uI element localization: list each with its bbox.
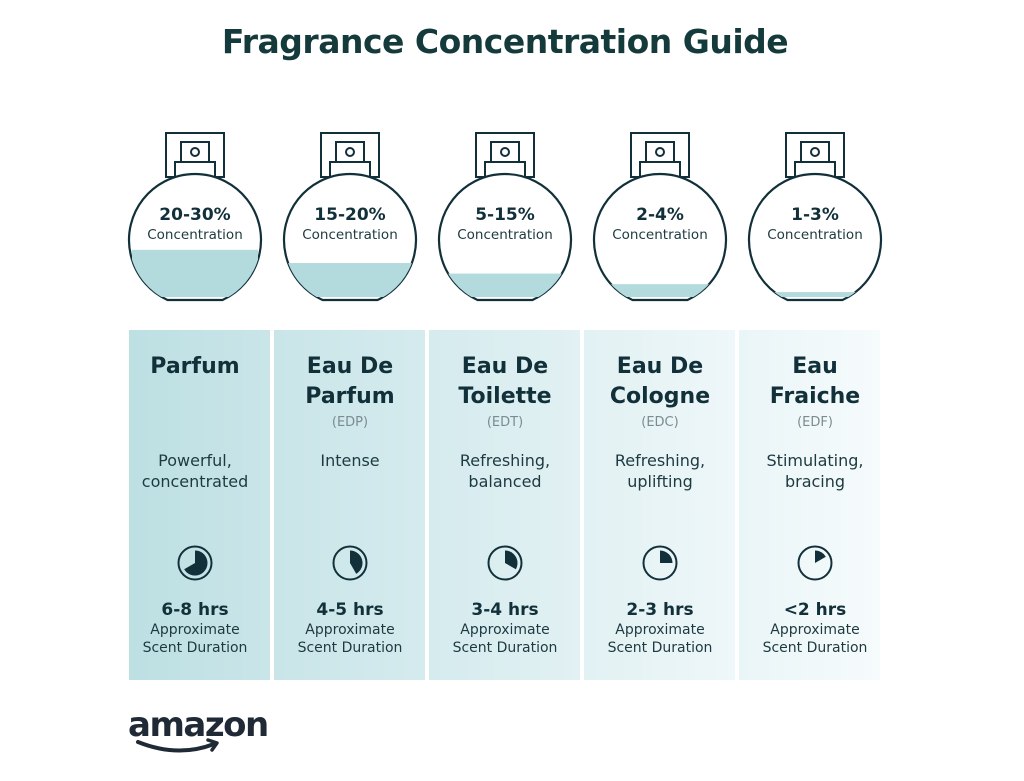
column-background [274, 330, 425, 680]
dur-line: Approximate [460, 622, 550, 638]
scent-duration-label: Approximate Scent Duration [120, 621, 271, 657]
clock-wedge [660, 550, 673, 563]
scent-duration-label: Approximate Scent Duration [430, 621, 581, 657]
fragrance-type-2: 15-20% Concentration Eau De Parfum (EDP) … [275, 0, 426, 781]
fragrance-type-1: 20-30% Concentration Parfum Powerful, con… [120, 0, 271, 781]
fragrance-abbreviation: (EDT) [486, 415, 524, 430]
dur-line: Scent Duration [607, 640, 713, 656]
dur-line: Scent Duration [452, 640, 558, 656]
perfume-bottle-icon: 15-20% Concentration [282, 132, 417, 302]
desc-line: uplifting [627, 472, 693, 491]
concentration-label: Concentration [612, 227, 708, 243]
clock-pie-icon [177, 545, 213, 581]
scent-duration-label: Approximate Scent Duration [275, 621, 426, 657]
page-title: Fragrance Concentration Guide [221, 22, 789, 61]
clock-wedge [350, 550, 363, 574]
desc-line: balanced [468, 472, 542, 491]
perfume-bottle-icon: 20-30% Concentration [127, 132, 262, 302]
fragrance-type-3: 5-15% Concentration Eau De Toilette (EDT)… [430, 0, 581, 781]
concentration-percent: 20-30% [159, 205, 230, 225]
concentration-percent: 1-3% [791, 205, 839, 225]
name-line: Eau De [616, 354, 704, 379]
fragrance-description: Stimulating, bracing [740, 450, 891, 492]
concentration-percent: 2-4% [636, 205, 684, 225]
name-line: Parfum [305, 384, 395, 409]
name-line: Cologne [609, 384, 711, 409]
desc-line: Intense [320, 451, 380, 470]
fragrance-name: Eau Fraiche [740, 352, 891, 412]
dur-line: Approximate [770, 622, 860, 638]
scent-duration-hours: 3-4 hrs [471, 600, 539, 620]
scent-duration-hours: 6-8 hrs [161, 600, 229, 620]
clock-pie-icon [642, 545, 678, 581]
scent-duration-hours: 2-3 hrs [626, 600, 694, 620]
dur-line: Scent Duration [762, 640, 868, 656]
fragrance-abbreviation: (EDF) [797, 415, 833, 430]
clock-pie-icon [797, 545, 833, 581]
fragrance-abbreviation: (EDP) [331, 415, 369, 430]
fragrance-name: Parfum [120, 352, 271, 382]
fragrance-description: Powerful, concentrated [120, 450, 271, 492]
liquid-fill [751, 292, 878, 297]
name-line: Toilette [458, 384, 552, 409]
liquid-fill [596, 284, 723, 297]
clock-wedge [505, 550, 518, 570]
name-line: Eau De [306, 354, 394, 379]
fragrance-name: Eau De Cologne [585, 352, 736, 412]
desc-line: bracing [784, 472, 846, 491]
concentration-percent: 5-15% [475, 205, 535, 225]
desc-line: Refreshing, [614, 451, 706, 470]
clock-wedge [184, 550, 208, 576]
name-line: Parfum [150, 354, 240, 379]
dur-line: Approximate [615, 622, 705, 638]
fragrance-description: Refreshing, uplifting [585, 450, 736, 492]
fragrance-description: Refreshing, balanced [430, 450, 581, 492]
concentration-percent: 15-20% [314, 205, 385, 225]
name-line: Eau De [461, 354, 549, 379]
liquid-fill [441, 273, 568, 297]
desc-line: Refreshing, [459, 451, 551, 470]
perfume-bottle-icon: 2-4% Concentration [592, 132, 727, 302]
fragrance-description: Intense [275, 450, 426, 471]
desc-line: concentrated [141, 472, 249, 491]
amazon-logo: amazon [128, 705, 268, 753]
desc-line: Stimulating, [766, 451, 864, 470]
concentration-label: Concentration [767, 227, 863, 243]
column-background [129, 330, 270, 680]
concentration-label: Concentration [457, 227, 553, 243]
clock-pie-icon [332, 545, 368, 581]
perfume-bottle-icon: 1-3% Concentration [747, 132, 882, 302]
name-line: Eau [792, 354, 838, 379]
scent-duration-label: Approximate Scent Duration [740, 621, 891, 657]
liquid-fill [286, 263, 413, 297]
perfume-bottle-icon: 5-15% Concentration [437, 132, 572, 302]
clock-wedge [815, 550, 826, 563]
desc-line: Powerful, [158, 451, 232, 470]
fragrance-type-5: 1-3% Concentration Eau Fraiche (EDF) Stim… [740, 0, 891, 781]
dur-line: Scent Duration [142, 640, 248, 656]
scent-duration-label: Approximate Scent Duration [585, 621, 736, 657]
scent-duration-hours: <2 hrs [783, 600, 847, 620]
fragrance-name: Eau De Parfum [275, 352, 426, 412]
column-background [429, 330, 580, 680]
fragrance-abbreviation: (EDC) [641, 415, 679, 430]
dur-line: Approximate [150, 622, 240, 638]
clock-pie-icon [487, 545, 523, 581]
concentration-label: Concentration [302, 227, 398, 243]
dur-line: Approximate [305, 622, 395, 638]
column-background [739, 330, 880, 680]
fragrance-name: Eau De Toilette [430, 352, 581, 412]
liquid-fill [131, 249, 258, 297]
dur-line: Scent Duration [297, 640, 403, 656]
fragrance-type-4: 2-4% Concentration Eau De Cologne (EDC) R… [585, 0, 736, 781]
column-background [584, 330, 735, 680]
scent-duration-hours: 4-5 hrs [316, 600, 384, 620]
concentration-label: Concentration [147, 227, 243, 243]
name-line: Fraiche [769, 384, 861, 409]
svg-text:amazon: amazon [128, 705, 268, 745]
